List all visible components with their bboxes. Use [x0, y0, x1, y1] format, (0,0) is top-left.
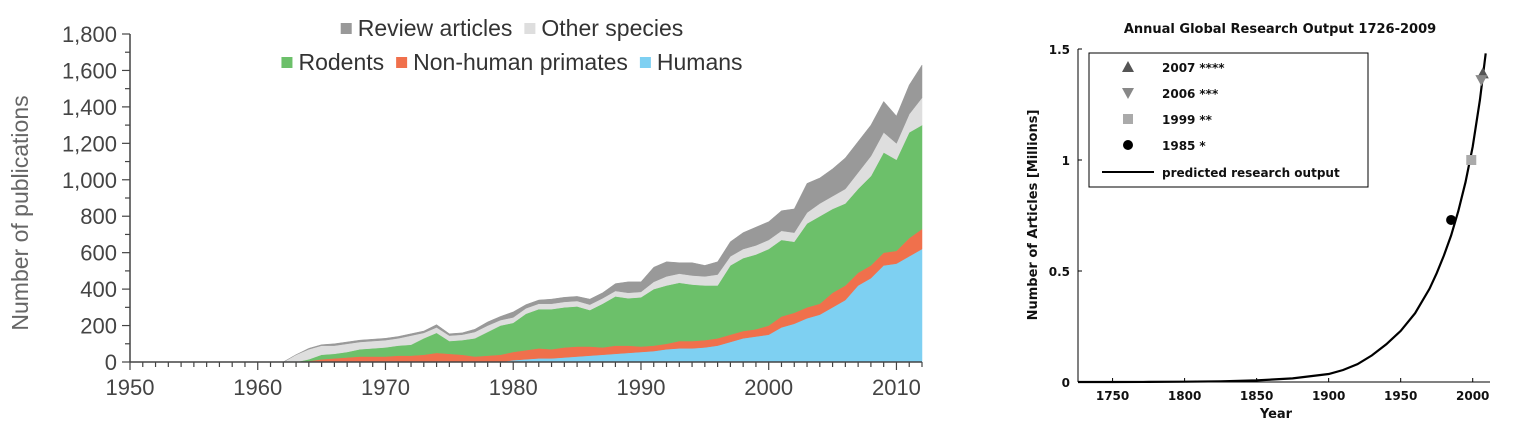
legend-stars: *** — [1199, 87, 1219, 101]
legend-item: Rodents — [281, 49, 384, 75]
legend-stars: **** — [1199, 61, 1225, 75]
legend-box — [1088, 52, 1369, 188]
legend-row: Rodents Non-human primates Humans — [281, 49, 743, 75]
y-tick-label: 1 — [1062, 154, 1070, 168]
area-review-articles — [130, 64, 923, 363]
y-tick-label: 1,400 — [62, 95, 117, 120]
x-tick-label: 1960 — [233, 375, 282, 400]
y-tick-labels: 0 0.5 1 1.5 — [1049, 43, 1070, 390]
legend-item: Review articles — [340, 15, 513, 41]
y-tick-label: 0.5 — [1049, 265, 1070, 279]
point-1999 — [1466, 155, 1477, 165]
y-tick-label: 1,800 — [62, 22, 117, 47]
legend-marker — [1122, 61, 1134, 72]
x-tick-label: 1980 — [489, 375, 538, 400]
legend-label: 2007 — [1162, 61, 1195, 75]
legend-item: 1985 * — [1123, 139, 1206, 153]
legend-label: Rodents — [298, 49, 384, 75]
legend: Review articles Other species Rodents Non-h… — [281, 15, 743, 75]
y-tick-label: 1,000 — [62, 168, 117, 193]
x-tick-label: 1990 — [616, 375, 665, 400]
stacked-areas — [130, 64, 923, 363]
publications-area-chart: 0 200 400 600 800 1,000 1,200 1,400 1,600 1,800 1… — [7, 15, 923, 400]
y-tick-label: 1,200 — [62, 131, 117, 156]
legend-row: Review articles Other species — [340, 15, 683, 41]
legend-label: predicted research output — [1162, 166, 1340, 180]
legend-marker — [1123, 140, 1133, 150]
y-axis-label: Number of publications — [7, 95, 33, 330]
y-tick-label: 400 — [80, 277, 117, 302]
x-tick-label: 1950 — [106, 375, 155, 400]
legend-stars: ** — [1199, 113, 1212, 127]
legend-label: 1985 — [1162, 139, 1195, 153]
y-tick-label: 800 — [80, 204, 117, 229]
legend-swatch — [396, 57, 408, 68]
legend-marker — [1123, 114, 1133, 124]
axes — [122, 33, 923, 370]
point-2006 — [1475, 75, 1488, 87]
legend-swatch — [281, 57, 293, 68]
x-tick-label: 1970 — [361, 375, 410, 400]
x-tick-label: 1900 — [1312, 389, 1345, 403]
data-points — [1446, 67, 1489, 225]
legend-stars: * — [1199, 139, 1206, 153]
predicted-curve — [1078, 53, 1487, 384]
point-1985 — [1446, 214, 1457, 225]
y-tick-label: 0 — [105, 350, 117, 375]
legend-label: 1999 — [1162, 113, 1195, 127]
x-tick-label: 1850 — [1240, 389, 1273, 403]
legend: 2007 **** 2006 *** 1999 ** 1985 * predicted rese… — [1088, 52, 1369, 188]
legend-label: 2006 — [1162, 87, 1195, 101]
axes — [1077, 48, 1490, 383]
legend-label: Non-human primates — [413, 49, 628, 75]
x-tick-label: 1800 — [1168, 389, 1201, 403]
legend-swatch — [639, 57, 651, 68]
y-tick-label: 0 — [1062, 376, 1070, 390]
legend-item: predicted research output — [1102, 166, 1340, 180]
x-axis-label: Year — [1259, 407, 1293, 422]
y-tick-label: 1.5 — [1049, 43, 1070, 57]
x-tick-label: 2010 — [872, 375, 921, 400]
legend-item: Other species — [524, 15, 683, 41]
predicted-line — [1078, 53, 1487, 384]
legend-item: Non-human primates — [396, 49, 628, 75]
legend-item: 2007 **** — [1122, 61, 1225, 75]
x-tick-label: 1950 — [1384, 389, 1417, 403]
legend-marker — [1122, 88, 1134, 99]
y-tick-label: 600 — [80, 241, 117, 266]
y-tick-label: 200 — [80, 314, 117, 339]
y-tick-labels: 0 200 400 600 800 1,000 1,200 1,400 1,600 1,800 — [62, 22, 117, 375]
legend-swatch — [524, 23, 536, 34]
y-tick-label: 1,600 — [62, 58, 117, 83]
x-tick-label: 2000 — [744, 375, 793, 400]
x-tick-label: 1750 — [1096, 389, 1129, 403]
legend-label: Other species — [541, 15, 683, 41]
legend-label: Review articles — [358, 15, 513, 41]
x-tick-labels: 1750 1800 1850 1900 1950 2000 — [1096, 389, 1490, 403]
legend-item: Humans — [639, 49, 743, 75]
legend-label: Humans — [657, 49, 743, 75]
chart-title: Annual Global Research Output 1726-2009 — [1124, 22, 1436, 37]
legend-swatch — [340, 23, 352, 34]
y-axis-label: Number of Articles [Millions] — [1026, 110, 1041, 321]
x-tick-label: 2000 — [1456, 389, 1489, 403]
legend-item: 1999 ** — [1123, 113, 1213, 127]
legend-item: 2006 *** — [1122, 87, 1219, 101]
point-2007 — [1476, 67, 1489, 79]
x-tick-labels: 1950 1960 1970 1980 1990 2000 2010 — [106, 375, 921, 400]
